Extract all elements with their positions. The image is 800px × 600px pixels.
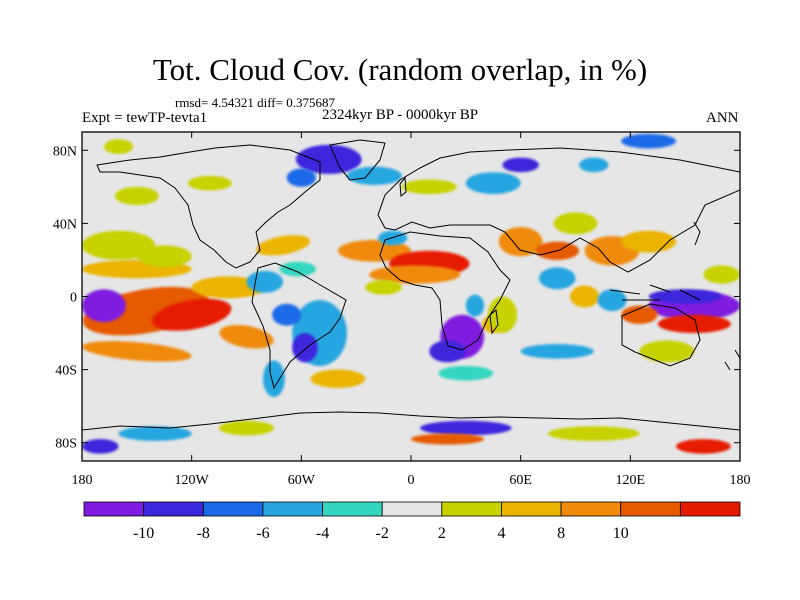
- anomaly-patch: [272, 303, 302, 326]
- anomaly-patch: [82, 230, 156, 260]
- anomaly-patch: [292, 333, 318, 363]
- colorbar-label: -2: [376, 525, 389, 542]
- colorbar-swatch: [501, 501, 562, 517]
- anomaly-patch: [411, 433, 485, 445]
- y-tick-label: 40N: [53, 217, 77, 232]
- anomaly-patch: [347, 166, 402, 186]
- cloud-anomaly-field: [82, 133, 740, 454]
- anomaly-patch: [553, 212, 598, 235]
- anomaly-patch: [118, 426, 192, 441]
- anomaly-patch: [114, 186, 159, 206]
- colorbar-label: 2: [438, 525, 446, 542]
- anomaly-patch: [103, 139, 134, 154]
- anomaly-patch: [639, 340, 695, 363]
- colorbar-swatch: [560, 501, 622, 517]
- x-tick-label: 180: [72, 473, 93, 488]
- anomaly-patch: [365, 280, 402, 295]
- season-label: ANN: [706, 110, 739, 126]
- colorbar-label: 4: [497, 525, 505, 542]
- colorbar-swatch: [322, 501, 383, 517]
- anomaly-patch: [310, 369, 366, 388]
- time-period-label: 2324kyr BP - 0000kyr BP: [322, 107, 479, 123]
- colorbar-swatch: [441, 501, 502, 517]
- map-axes: 180 120W 60W 0 60E 120E 180 80N 40N 0 40S 80S: [53, 132, 751, 488]
- x-tick-label: 120W: [175, 473, 210, 488]
- anomaly-patch: [286, 168, 316, 187]
- anomaly-patch: [188, 175, 232, 191]
- colorbar-swatch: [202, 501, 264, 517]
- anomaly-patch: [429, 340, 466, 363]
- anomaly-patch: [295, 144, 362, 175]
- anomaly-patch: [597, 289, 627, 312]
- anomaly-patch: [82, 341, 192, 362]
- colorbar-label: -8: [197, 525, 210, 542]
- y-tick-label: 40S: [55, 364, 77, 379]
- anomaly-patch: [648, 289, 722, 304]
- anomaly-patch: [246, 270, 284, 293]
- anomaly-patch: [438, 365, 494, 381]
- anomaly-patch: [570, 285, 600, 308]
- anomaly-patch: [82, 439, 119, 454]
- anomaly-patch: [151, 298, 232, 331]
- anomaly-patch: [82, 289, 126, 323]
- x-tick-label: 0: [408, 473, 415, 488]
- anomaly-patch: [676, 439, 731, 454]
- colorbar-swatch: [83, 501, 145, 517]
- colorbar-swatch: [620, 501, 681, 517]
- anomaly-patch: [368, 265, 461, 284]
- anomaly-patch: [401, 179, 457, 195]
- anomaly-patch: [420, 420, 512, 436]
- colorbar-label: -4: [316, 525, 329, 542]
- anomaly-patch: [136, 245, 192, 268]
- anomaly-patch: [498, 227, 543, 257]
- anomaly-patch: [657, 314, 731, 334]
- coastlines: [82, 139, 740, 431]
- anomaly-patch: [262, 360, 285, 398]
- anomaly-patch: [579, 157, 609, 173]
- anomaly-patch: [520, 344, 594, 359]
- anomaly-patch: [465, 294, 485, 317]
- x-tick-label: 180: [730, 473, 751, 488]
- colorbar-label: -10: [133, 525, 154, 542]
- x-tick-label: 60W: [288, 473, 316, 488]
- colorbar-swatch: [143, 501, 204, 517]
- anomaly-patch: [703, 265, 740, 284]
- anomaly-patch: [219, 420, 274, 436]
- anomaly-patch: [279, 261, 316, 277]
- anomaly-patch: [502, 157, 539, 173]
- anomaly-patch: [621, 133, 677, 149]
- rmsd-diff-stats: rmsd= 4.54321 diff= 0.375687: [175, 95, 335, 110]
- y-tick-label: 80S: [55, 437, 77, 452]
- experiment-label: Expt = tewTP-tevta1: [82, 110, 208, 126]
- anomaly-patch: [621, 305, 658, 324]
- colorbar-swatch: [381, 501, 443, 517]
- anomaly-patch: [487, 296, 518, 334]
- x-tick-label: 60E: [509, 473, 532, 488]
- colorbar-swatch: [679, 501, 741, 517]
- y-tick-label: 0: [70, 291, 77, 306]
- x-tick-label: 120E: [616, 473, 646, 488]
- anomaly-patch: [465, 172, 521, 195]
- anomaly-patch: [337, 239, 412, 262]
- colorbar-label: 8: [557, 525, 565, 542]
- anomaly-patch: [538, 267, 576, 290]
- plot-title: Tot. Cloud Cov. (random overlap, in %): [152, 52, 648, 87]
- colorbar: -10 -8 -6 -4 -2 2 4 8 10: [83, 501, 741, 542]
- anomaly-patch: [219, 324, 274, 349]
- colorbar-label: 10: [613, 525, 629, 542]
- anomaly-patch: [256, 235, 311, 256]
- anomaly-patch: [548, 426, 640, 441]
- y-tick-label: 80N: [53, 144, 77, 159]
- colorbar-label: -6: [256, 525, 269, 542]
- colorbar-swatch: [262, 501, 323, 517]
